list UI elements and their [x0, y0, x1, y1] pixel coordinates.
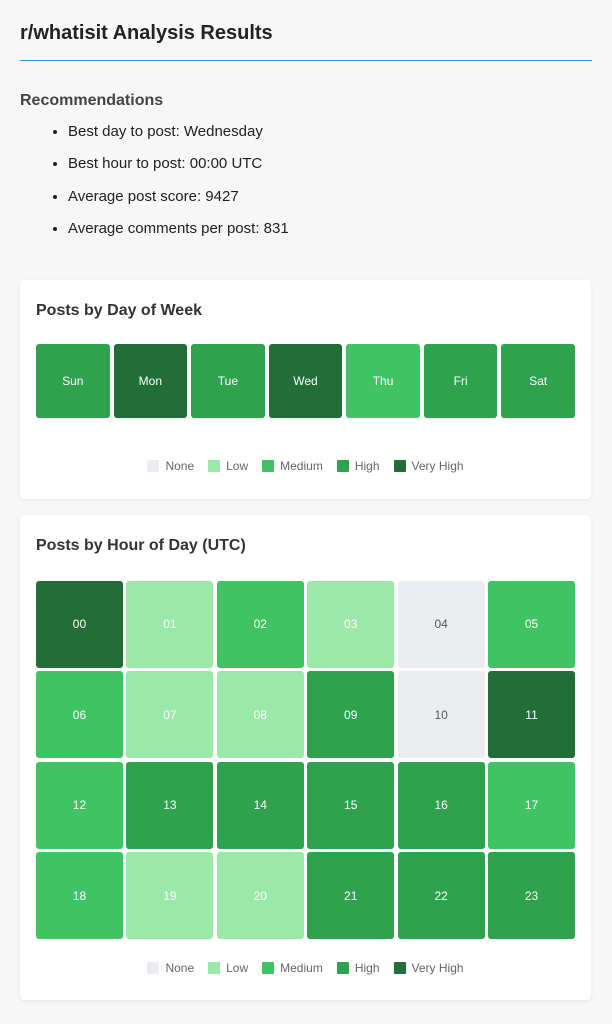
hour-cell-12: 12 [36, 761, 123, 849]
legend-label-low: Low [226, 459, 249, 473]
hour-cell-10: 10 [397, 671, 485, 759]
recommendation-average-comments: Average comments per post: 831 [68, 219, 592, 239]
legend-swatch-high [336, 460, 349, 472]
legend-label-medium: Medium [280, 459, 323, 473]
hour-cell-15: 15 [307, 761, 395, 849]
recommendations-list: Best day to post: Wednesday Best hour to… [20, 122, 592, 239]
hour-cell-13: 13 [126, 761, 214, 849]
day-of-week-card: Posts by Day of Week Sun Mon Tue Wed Thu… [20, 280, 591, 499]
hour-cell-17: 17 [488, 761, 575, 849]
day-cell-sun: Sun [36, 344, 110, 418]
day-of-week-title: Posts by Day of Week [36, 302, 202, 319]
day-of-week-heatmap: Sun Mon Tue Wed Thu Fri Sat [36, 344, 575, 418]
hour-cell-01: 01 [126, 581, 214, 668]
legend-item-high: High [336, 961, 380, 975]
hour-cell-02: 02 [216, 581, 304, 668]
legend-item-none: None [147, 961, 194, 975]
hour-cell-16: 16 [397, 761, 485, 849]
recommendation-best-hour: Best hour to post: 00:00 UTC [68, 154, 592, 174]
hour-of-day-heatmap: 00 01 02 03 04 05 06 07 08 09 10 11 12 1… [36, 581, 575, 939]
hour-cell-23: 23 [488, 852, 575, 939]
hour-cell-19: 19 [126, 852, 214, 939]
page-title: r/whatisit Analysis Results [20, 0, 592, 61]
day-cell-mon: Mon [113, 344, 188, 418]
legend-label-medium: Medium [280, 961, 323, 975]
legend-item-high: High [336, 459, 380, 473]
legend-swatch-none [147, 962, 160, 974]
hour-of-day-card: Posts by Hour of Day (UTC) 00 01 02 03 0… [20, 515, 591, 1000]
legend-swatch-low [208, 962, 221, 974]
legend-swatch-very-high [393, 460, 406, 472]
hour-cell-11: 11 [488, 671, 575, 759]
hour-cell-09: 09 [307, 671, 395, 759]
day-cell-fri: Fri [423, 344, 498, 418]
legend-label-low: Low [226, 961, 249, 975]
legend-label-high: High [354, 961, 380, 975]
legend-swatch-medium [262, 460, 275, 472]
day-cell-wed: Wed [268, 344, 343, 418]
legend-label-very-high: Very High [411, 961, 464, 975]
hour-cell-22: 22 [397, 852, 485, 939]
hour-cell-14: 14 [216, 761, 304, 849]
legend-swatch-none [147, 460, 160, 472]
legend-swatch-high [336, 962, 349, 974]
hour-cell-20: 20 [216, 852, 304, 939]
legend-label-none: None [165, 459, 195, 473]
hour-cell-04: 04 [397, 581, 485, 668]
hour-cell-07: 07 [126, 671, 214, 759]
day-cell-tue: Tue [191, 344, 265, 418]
hour-cell-00: 00 [36, 581, 123, 668]
legend-item-medium: Medium [262, 961, 323, 975]
legend-label-high: High [354, 459, 380, 473]
legend-item-low: Low [208, 961, 248, 975]
recommendations-heading: Recommendations [20, 92, 164, 109]
hour-cell-03: 03 [307, 581, 395, 668]
hour-of-day-title: Posts by Hour of Day (UTC) [36, 537, 246, 554]
hour-cell-18: 18 [36, 852, 123, 939]
hour-legend: None Low Medium High Very High [20, 961, 591, 975]
hour-cell-05: 05 [488, 581, 575, 668]
legend-item-very-high: Very High [393, 459, 464, 473]
legend-item-medium: Medium [262, 459, 323, 473]
day-cell-thu: Thu [346, 344, 420, 418]
recommendation-best-day: Best day to post: Wednesday [68, 122, 592, 142]
legend-label-none: None [165, 961, 195, 975]
hour-cell-06: 06 [36, 671, 123, 759]
legend-swatch-very-high [393, 962, 406, 974]
legend-swatch-medium [262, 962, 275, 974]
legend-item-none: None [147, 459, 194, 473]
hour-cell-08: 08 [216, 671, 304, 759]
legend-item-very-high: Very High [393, 961, 464, 975]
legend-label-very-high: Very High [411, 459, 464, 473]
day-cell-sat: Sat [501, 344, 575, 418]
legend-swatch-low [208, 460, 221, 472]
legend-item-low: Low [208, 459, 248, 473]
hour-cell-21: 21 [307, 852, 395, 939]
recommendation-average-score: Average post score: 9427 [68, 187, 592, 207]
day-legend: None Low Medium High Very High [20, 459, 591, 473]
